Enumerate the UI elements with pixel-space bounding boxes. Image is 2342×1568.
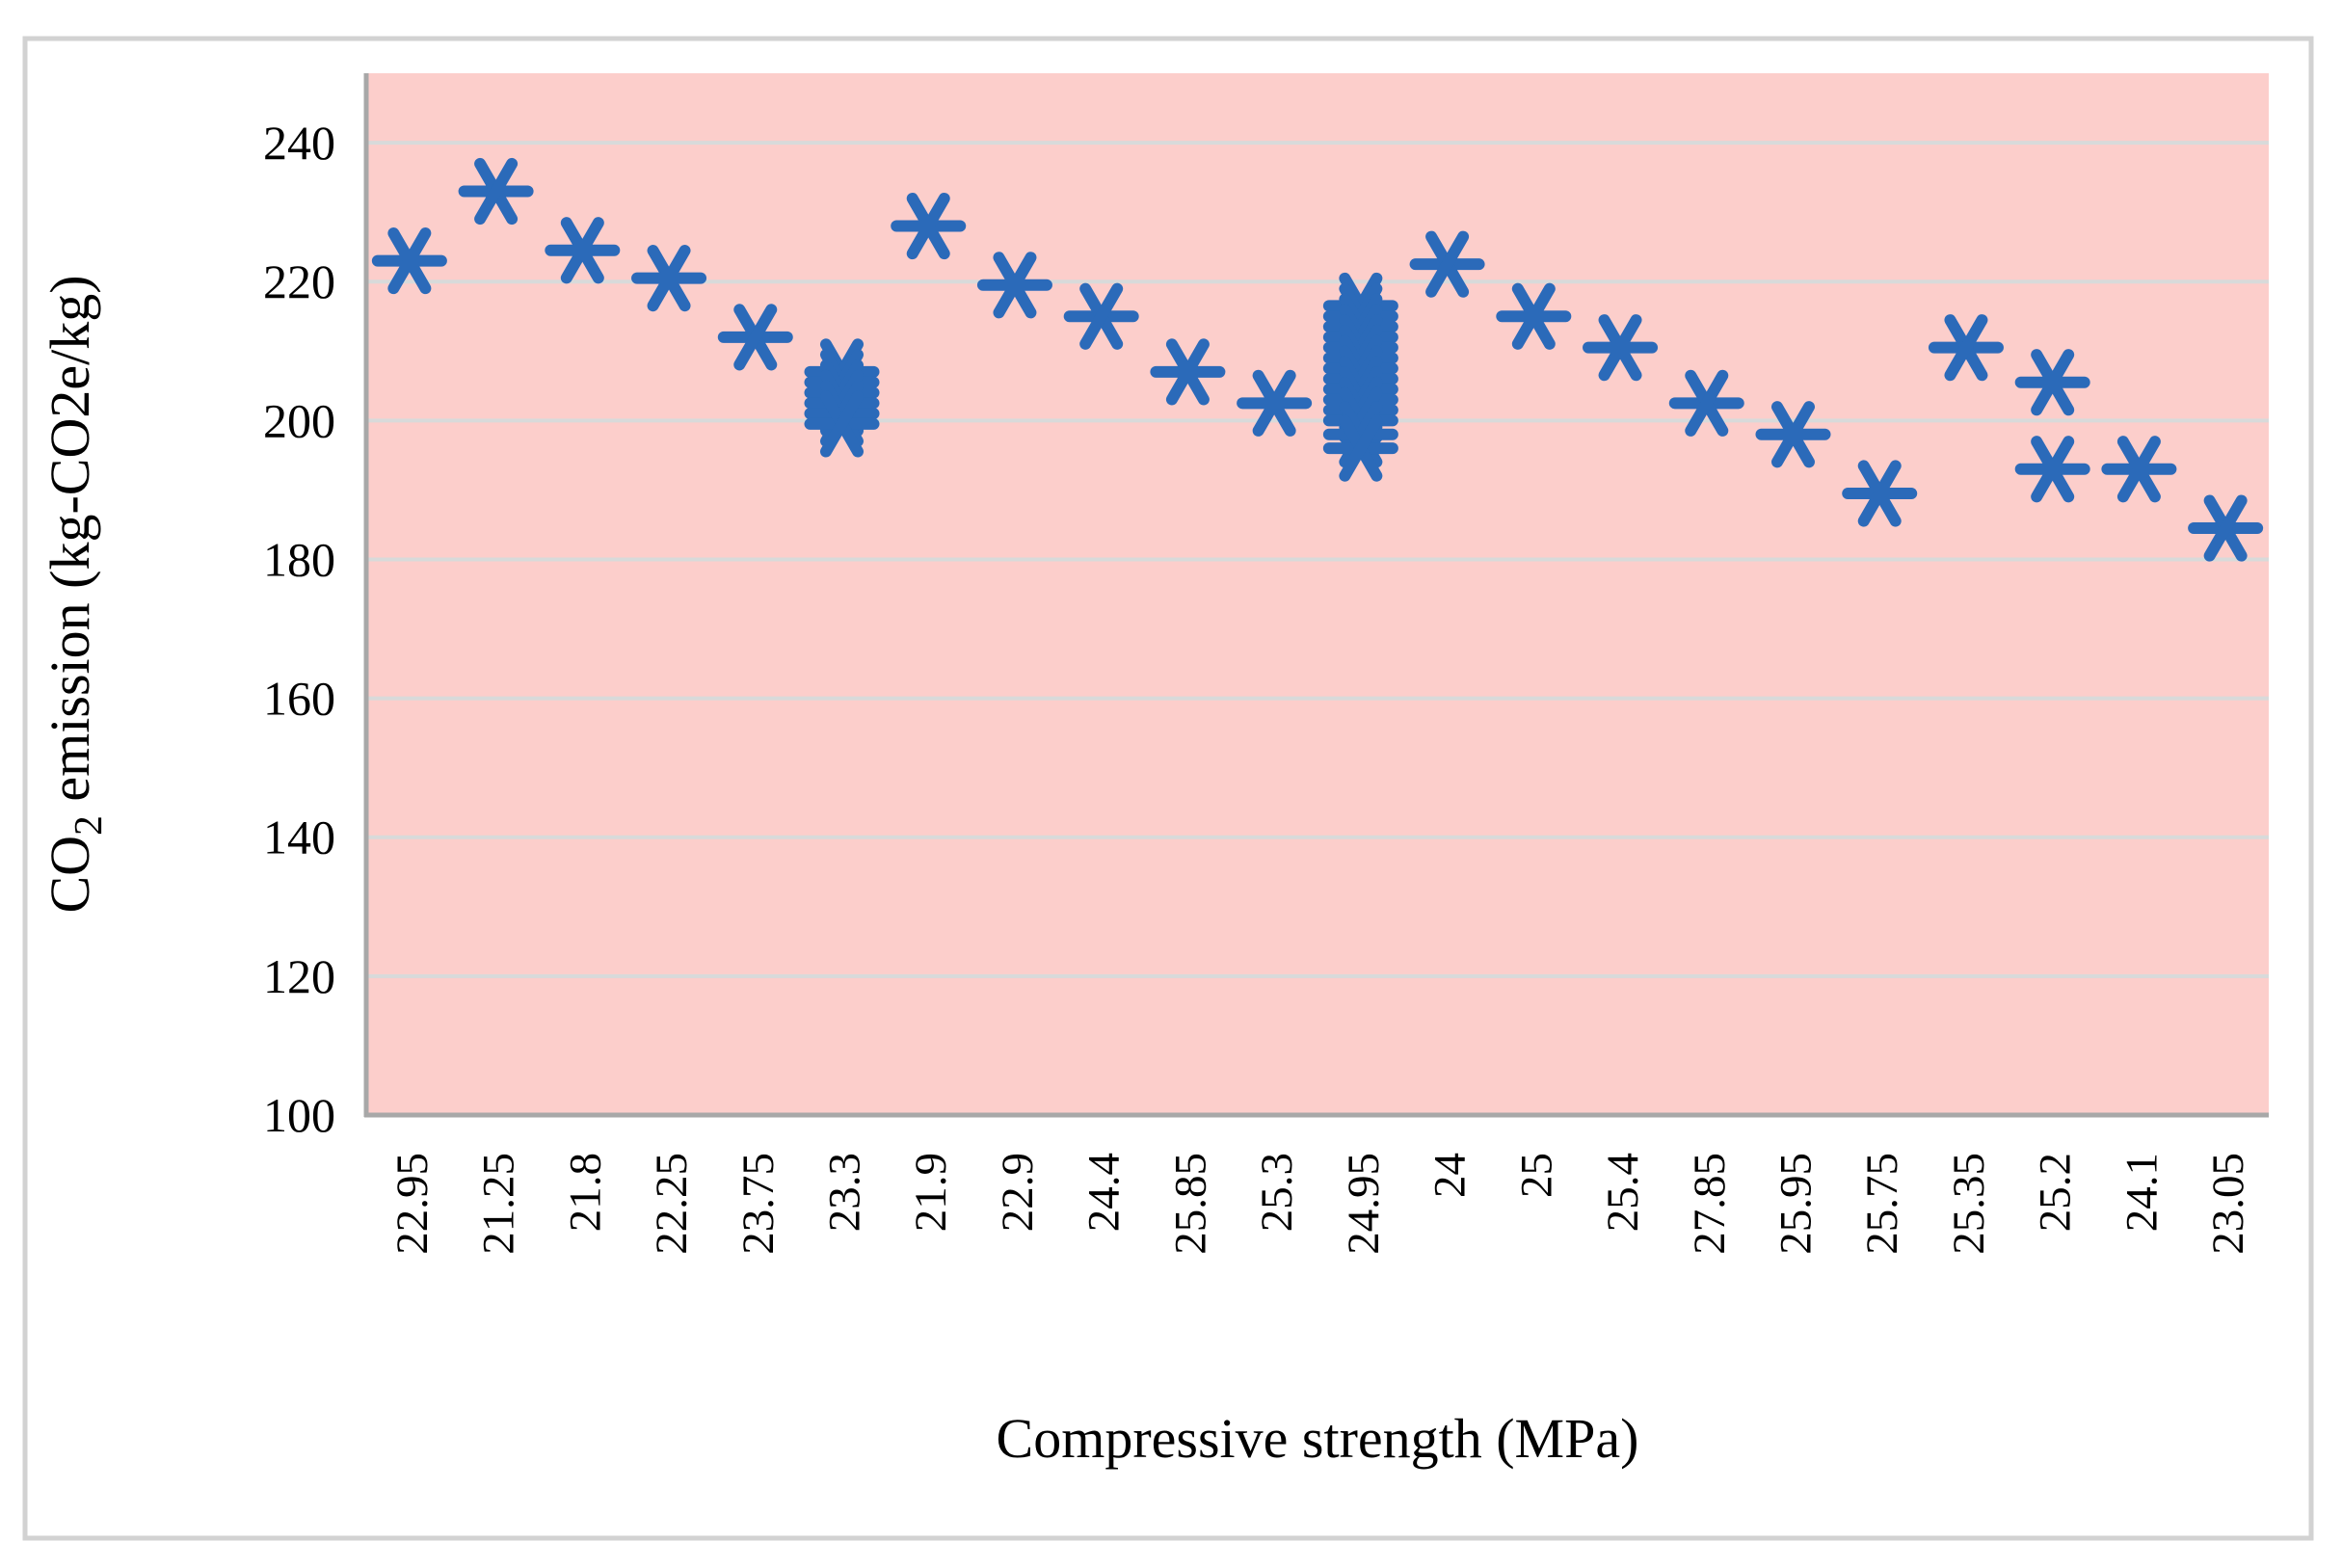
data-point-marker xyxy=(717,304,793,371)
y-tick-label: 140 xyxy=(263,811,335,864)
data-point-marker xyxy=(804,390,880,458)
data-points-series xyxy=(371,157,2264,562)
data-point-marker xyxy=(891,192,967,260)
y-tick-label: 100 xyxy=(263,1088,335,1142)
x-tick-label: 25.95 xyxy=(1771,1153,1822,1255)
x-axis-title: Compressive strength (MPa) xyxy=(997,1407,1639,1470)
x-tick-label: 21.25 xyxy=(474,1153,524,1255)
data-point-marker xyxy=(1063,282,1139,350)
x-tick-label: 27.85 xyxy=(1685,1153,1735,1255)
plot-area xyxy=(366,73,2269,1115)
data-point-marker xyxy=(2014,349,2090,416)
data-point-marker xyxy=(1755,401,1831,468)
x-tick-label: 23.75 xyxy=(733,1153,784,1255)
data-point-marker xyxy=(1928,314,2004,382)
x-tick-label: 25 xyxy=(1511,1153,1561,1198)
data-point-marker xyxy=(2188,494,2264,562)
y-tick-label: 220 xyxy=(263,254,335,308)
data-point-marker xyxy=(458,157,534,226)
data-point-marker xyxy=(1668,369,1744,437)
y-tick-label: 120 xyxy=(263,949,335,1003)
y-tick-label: 160 xyxy=(263,672,335,726)
data-point-marker xyxy=(1496,282,1572,350)
y-axis-tick-labels: 240 220 200 180 160 140 120 100 xyxy=(263,116,335,1142)
data-point-marker xyxy=(1237,369,1313,437)
data-point-marker xyxy=(631,245,707,312)
data-point-marker xyxy=(371,226,447,295)
x-tick-label: 25.3 xyxy=(1252,1153,1302,1232)
x-axis-tick-labels: 22.95 21.25 21.8 22.25 23.75 23.3 21.9 22.9 24.4… xyxy=(387,1153,2253,1255)
x-tick-label: 22.9 xyxy=(993,1153,1043,1232)
x-tick-label: 21.8 xyxy=(560,1153,610,1232)
x-tick-label: 25.2 xyxy=(2031,1153,2081,1232)
x-tick-label: 25.85 xyxy=(1165,1153,1215,1255)
data-point-marker xyxy=(976,252,1052,319)
y-axis-title: CO2 emission (kg-CO2e/kg) xyxy=(39,275,111,913)
x-tick-label: 22.95 xyxy=(387,1153,438,1255)
y-tick-label: 240 xyxy=(263,116,335,170)
data-point-marker xyxy=(1322,414,1398,482)
data-point-marker xyxy=(1409,230,1485,298)
data-point-marker xyxy=(545,217,621,284)
data-point-marker xyxy=(1583,314,1659,382)
data-point-marker xyxy=(1150,338,1226,406)
x-tick-label: 24.95 xyxy=(1339,1153,1389,1255)
x-tick-label: 25.4 xyxy=(1598,1153,1648,1232)
figure-border xyxy=(22,36,2314,1541)
data-point-marker xyxy=(2014,436,2090,503)
x-tick-label: 25.75 xyxy=(1857,1153,1907,1255)
x-tick-label: 24.4 xyxy=(1079,1153,1130,1232)
data-point-marker xyxy=(2101,436,2177,503)
x-tick-label: 24.1 xyxy=(2116,1153,2167,1232)
y-tick-label: 200 xyxy=(263,393,335,447)
x-tick-label: 21.9 xyxy=(906,1153,956,1232)
x-tick-label: 23.05 xyxy=(2203,1153,2253,1255)
y-tick-label: 180 xyxy=(263,532,335,586)
x-tick-label: 24 xyxy=(1425,1153,1476,1198)
x-tick-label: 25.35 xyxy=(1944,1153,1994,1255)
x-tick-label: 23.3 xyxy=(820,1153,870,1232)
x-tick-label: 22.25 xyxy=(647,1153,697,1255)
data-point-marker xyxy=(1842,460,1918,527)
